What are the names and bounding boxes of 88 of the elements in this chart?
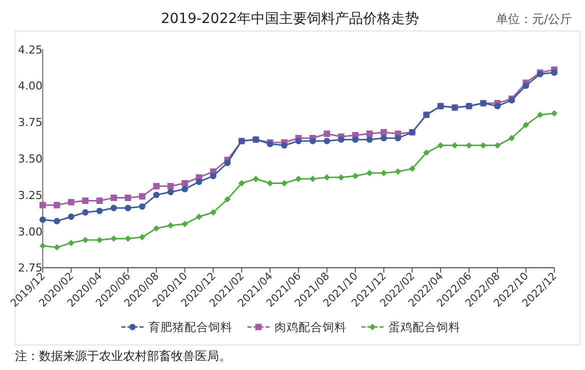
point — [54, 218, 60, 224]
point — [338, 174, 344, 181]
point — [68, 240, 74, 246]
point — [324, 174, 330, 181]
point — [167, 222, 174, 229]
y-tick-label: 4.25 — [18, 43, 42, 56]
point — [153, 192, 160, 198]
text: 注：数据来源于农业农村部畜牧兽医局。 — [15, 349, 231, 363]
point — [96, 236, 103, 244]
y-axis-title: 单位：元/公斤 — [496, 12, 572, 26]
point — [295, 138, 302, 144]
point — [266, 180, 274, 186]
point — [68, 214, 74, 220]
point — [324, 138, 330, 144]
legend-label: 蛋鸡配合饲料 — [388, 320, 460, 334]
legend-label: 肉鸡配合饲料 — [274, 320, 346, 334]
point — [310, 138, 316, 144]
point — [182, 180, 188, 186]
point — [40, 242, 46, 250]
point — [408, 165, 416, 172]
point — [153, 182, 160, 190]
point — [366, 170, 373, 176]
point — [96, 198, 103, 204]
point — [54, 244, 60, 251]
point — [551, 69, 558, 76]
point — [182, 220, 188, 228]
point — [40, 216, 46, 223]
point — [82, 198, 89, 204]
point — [138, 203, 146, 210]
point — [138, 193, 146, 200]
point — [210, 209, 216, 216]
point — [54, 202, 60, 208]
point — [138, 234, 146, 240]
point — [224, 160, 231, 166]
point — [238, 180, 245, 186]
point — [452, 142, 458, 149]
point — [224, 196, 231, 202]
point — [324, 130, 330, 137]
point — [522, 122, 530, 128]
chart-title: 2019-2022年中国主要饲料产品价格走势 — [160, 11, 420, 27]
point — [310, 176, 316, 182]
point — [508, 134, 515, 142]
point — [423, 149, 430, 156]
y-tick-label: 3.50 — [18, 152, 42, 166]
point — [466, 142, 472, 149]
point — [394, 134, 402, 142]
y-tick-label: 3.75 — [18, 116, 42, 130]
point — [124, 235, 132, 242]
point — [536, 112, 544, 118]
point — [110, 235, 117, 242]
point — [281, 180, 288, 186]
point — [124, 204, 132, 212]
point — [68, 198, 74, 206]
point — [182, 186, 188, 192]
legend-label: 育肥猪配合饲料 — [148, 320, 232, 334]
y-tick-label: 4.00 — [18, 80, 42, 93]
point — [40, 202, 46, 208]
point — [394, 168, 402, 175]
point — [380, 170, 387, 176]
point — [82, 209, 89, 216]
point — [110, 194, 117, 202]
point — [494, 102, 501, 110]
point — [522, 82, 530, 89]
point — [380, 129, 387, 136]
point — [110, 204, 117, 212]
point — [167, 182, 174, 190]
point — [281, 142, 288, 149]
point — [210, 172, 216, 180]
point — [366, 136, 373, 143]
point — [124, 194, 132, 202]
point — [551, 110, 558, 117]
point — [437, 142, 444, 149]
point — [338, 136, 344, 143]
point — [494, 142, 501, 149]
point — [153, 225, 160, 232]
point — [480, 142, 486, 149]
point — [380, 134, 387, 142]
point — [295, 176, 302, 182]
point — [352, 172, 359, 180]
point — [252, 176, 260, 182]
point — [82, 236, 89, 244]
point — [167, 188, 174, 196]
point — [352, 136, 359, 143]
y-tick-label: 3.25 — [18, 188, 42, 202]
point — [366, 130, 373, 137]
point — [196, 178, 202, 185]
point — [96, 208, 103, 214]
y-tick-label: 3.00 — [18, 225, 42, 238]
